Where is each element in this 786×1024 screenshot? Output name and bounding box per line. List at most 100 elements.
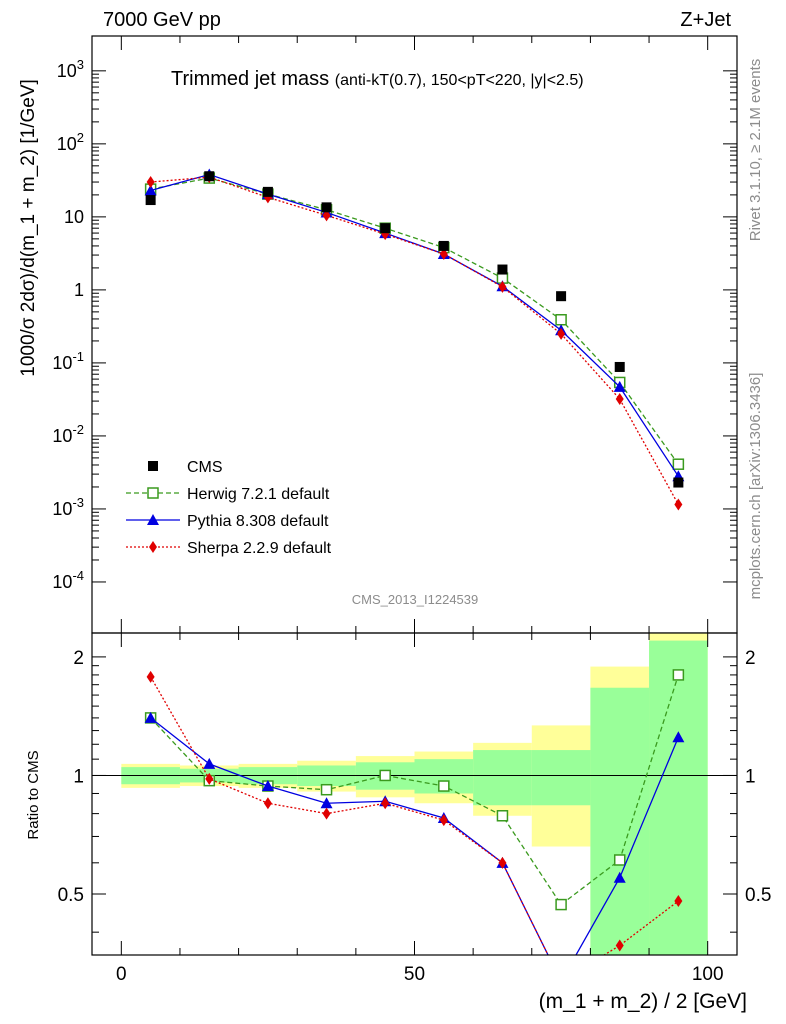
ratio-y-tick-label: 2 (73, 648, 84, 669)
point-cms-0 (145, 195, 156, 206)
ratio-point-herwig-7 (555, 898, 567, 911)
point-sherpa-6 (498, 280, 507, 293)
main-y-tick-base: 10 (52, 499, 72, 519)
legend: CMS Herwig 7.2.1 default Pythia 8.308 defa… (126, 459, 332, 557)
chart-title: Trimmed jet mass (anti-kT(0.7), 150<pT<2… (171, 68, 584, 90)
main-y-tick-label: 10-4 (52, 568, 84, 592)
x-axis-label: (m_1 + m_2) / 2 [GeV] (539, 990, 747, 1013)
ratio-y-tick-label: 1 (73, 766, 84, 787)
ratio-band-green (473, 750, 532, 806)
analysis-label: CMS_2013_I1224539 (352, 592, 479, 607)
series-line-pythia (150, 173, 679, 477)
point-cms-5 (438, 240, 449, 251)
main-y-tick-exp: -4 (72, 568, 84, 583)
ratio-panel: 0.5 0.5 1 1 2 2 0 50 100 Ratio to CMS (m_1 + m_2… (25, 632, 771, 1013)
point-sherpa-0 (146, 176, 155, 189)
chart-title-main: Trimmed jet mass (171, 68, 329, 90)
ratio-point-herwig-3 (320, 783, 333, 796)
ratio-band-green (590, 687, 650, 955)
series-line-sherpa (150, 176, 679, 505)
ratio-point-sherpa-9 (674, 894, 683, 907)
main-y-tick-exp: -1 (72, 349, 84, 364)
main-y-tick-label: 102 (57, 130, 84, 154)
ratio-y-tick-label-right: 2 (745, 648, 756, 669)
main-y-tick-base: 10 (52, 426, 72, 446)
main-y-tick-label: 10-3 (52, 495, 84, 519)
main-y-tick-exp: -2 (72, 422, 84, 437)
main-y-tick-label: 10 (64, 207, 84, 227)
point-sherpa-7 (557, 327, 566, 340)
ratio-point-pythia-8 (613, 871, 626, 883)
ratio-y-tick-label-right: 1 (745, 766, 756, 787)
main-y-tick-base: 10 (57, 134, 77, 154)
legend-label-cms: CMS (187, 459, 223, 476)
ratio-point-sherpa-3 (322, 807, 331, 820)
x-tick-label: 0 (116, 964, 127, 985)
ratio-line-herwig (150, 674, 679, 906)
ratio-point-pythia-0 (144, 711, 157, 723)
ratio-point-sherpa-1 (205, 772, 214, 785)
ratio-band-green (649, 640, 708, 955)
rivet-label: Rivet 3.1.10, ≥ 2.1M events (747, 59, 764, 242)
ratio-point-herwig-9 (672, 669, 685, 681)
ratio-series-group (144, 669, 685, 955)
legend-label-sherpa: Sherpa 2.2.9 default (187, 540, 332, 557)
legend-marker-sherpa (149, 541, 157, 553)
point-cms-7 (556, 291, 567, 302)
main-y-tick-base: 10 (57, 61, 77, 81)
ratio-y-tick-label-right: 0.5 (745, 885, 771, 906)
point-cms-9 (673, 477, 684, 488)
legend-label-pythia: Pythia 8.308 default (187, 513, 329, 530)
point-cms-1 (204, 171, 215, 182)
ratio-point-pythia-2 (261, 780, 274, 792)
point-cms-4 (380, 223, 391, 234)
main-y-tick-base: 10 (52, 572, 72, 592)
ratio-band-green (531, 750, 591, 806)
point-sherpa-5 (439, 248, 448, 261)
legend-marker-pythia (147, 514, 159, 525)
point-cms-3 (321, 202, 332, 213)
point-sherpa-9 (674, 498, 683, 511)
point-sherpa-8 (615, 393, 624, 406)
ratio-point-herwig-5 (438, 780, 450, 792)
main-y-tick-label: 10-1 (52, 349, 84, 373)
legend-label-herwig: Herwig 7.2.1 default (187, 486, 330, 503)
main-y-tick-exp: 3 (77, 57, 84, 72)
point-herwig-7 (555, 314, 567, 326)
point-herwig-9 (672, 458, 685, 470)
ratio-point-herwig-8 (613, 854, 626, 866)
legend-marker-herwig (147, 487, 159, 499)
ratio-point-sherpa-2 (263, 797, 272, 810)
ratio-point-sherpa-5 (439, 814, 448, 827)
ratio-line-sherpa (150, 676, 679, 955)
ratio-point-pythia-3 (320, 797, 333, 809)
main-y-tick-exp: 2 (77, 130, 84, 145)
chart-subtitle: (anti-kT(0.7), 150<pT<220, |y|<2.5) (335, 72, 584, 89)
main-y-tick-label: 103 (57, 57, 84, 81)
ratio-point-herwig-4 (379, 769, 391, 782)
ratio-y-axis-label: Ratio to CMS (25, 750, 42, 839)
series-line-herwig (150, 177, 679, 465)
ratio-point-sherpa-0 (146, 670, 155, 683)
ratio-point-sherpa-8 (615, 939, 624, 952)
ratio-point-pythia-1 (203, 757, 216, 769)
ratio-point-herwig-6 (496, 810, 509, 822)
ratio-y-tick-label: 0.5 (58, 885, 84, 906)
point-pythia-8 (613, 380, 626, 392)
ratio-point-sherpa-6 (498, 856, 507, 869)
mcplots-label: mcplots.cern.ch [arXiv:1306.3436] (747, 373, 764, 600)
energy-label: 7000 GeV pp (103, 9, 221, 31)
main-y-tick-exp: -3 (72, 495, 84, 510)
main-y-tick-label: 1 (74, 280, 84, 300)
main-y-axis-label: 1000/σ 2dσ)/d(m_1 + m_2) [1/GeV] (18, 79, 39, 377)
x-tick-label: 100 (692, 964, 724, 985)
process-label: Z+Jet (680, 9, 731, 31)
x-tick-label: 50 (404, 964, 425, 985)
ratio-point-pythia-9 (672, 731, 685, 743)
ratio-point-sherpa-4 (381, 797, 390, 810)
main-y-tick-label: 10-2 (52, 422, 84, 446)
point-cms-2 (262, 186, 273, 197)
point-cms-6 (497, 264, 508, 275)
